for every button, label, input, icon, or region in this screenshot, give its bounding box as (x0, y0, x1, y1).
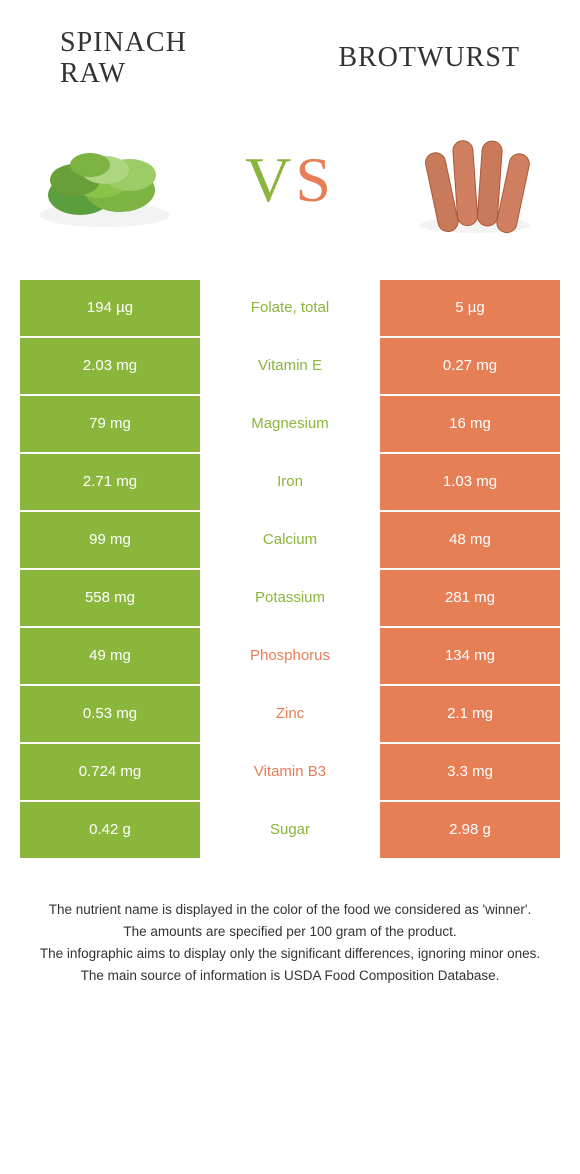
nutrient-name: Calcium (200, 512, 380, 568)
nutrient-table: 194 µgFolate, total5 µg2.03 mgVitamin E0… (20, 280, 560, 858)
table-row: 0.53 mgZinc2.1 mg (20, 686, 560, 742)
footer-line-2: The amounts are specified per 100 gram o… (30, 922, 550, 942)
infographic: Spinach raw Brotwurst VS (0, 0, 580, 987)
hero-row: VS (0, 110, 580, 280)
nutrient-name: Vitamin B3 (200, 744, 380, 800)
value-left: 558 mg (20, 570, 200, 626)
value-left: 194 µg (20, 280, 200, 336)
value-left: 0.53 mg (20, 686, 200, 742)
vs-s: S (295, 144, 335, 215)
table-row: 2.03 mgVitamin E0.27 mg (20, 338, 560, 394)
table-row: 79 mgMagnesium16 mg (20, 396, 560, 452)
table-row: 2.71 mgIron1.03 mg (20, 454, 560, 510)
value-right: 0.27 mg (380, 338, 560, 394)
value-left: 2.03 mg (20, 338, 200, 394)
vs-label: VS (245, 143, 335, 217)
value-left: 2.71 mg (20, 454, 200, 510)
food-left-line1: Spinach (60, 27, 187, 58)
value-right: 2.98 g (380, 802, 560, 858)
value-left: 79 mg (20, 396, 200, 452)
nutrient-name: Phosphorus (200, 628, 380, 684)
vs-v: V (245, 144, 295, 215)
value-left: 0.724 mg (20, 744, 200, 800)
brotwurst-image (390, 110, 560, 250)
value-right: 281 mg (380, 570, 560, 626)
header: Spinach raw Brotwurst (0, 0, 580, 100)
table-row: 0.42 gSugar2.98 g (20, 802, 560, 858)
nutrient-name: Iron (200, 454, 380, 510)
nutrient-name: Vitamin E (200, 338, 380, 394)
nutrient-name: Sugar (200, 802, 380, 858)
value-right: 48 mg (380, 512, 560, 568)
footer-notes: The nutrient name is displayed in the co… (0, 860, 580, 987)
food-right-title: Brotwurst (290, 43, 540, 74)
table-row: 99 mgCalcium48 mg (20, 512, 560, 568)
value-right: 1.03 mg (380, 454, 560, 510)
food-left-title: Spinach raw (40, 28, 290, 90)
value-right: 2.1 mg (380, 686, 560, 742)
table-row: 194 µgFolate, total5 µg (20, 280, 560, 336)
nutrient-name: Potassium (200, 570, 380, 626)
food-left-line2: raw (60, 58, 126, 89)
table-row: 558 mgPotassium281 mg (20, 570, 560, 626)
value-left: 49 mg (20, 628, 200, 684)
footer-line-3: The infographic aims to display only the… (30, 944, 550, 964)
nutrient-name: Magnesium (200, 396, 380, 452)
value-right: 5 µg (380, 280, 560, 336)
value-left: 0.42 g (20, 802, 200, 858)
nutrient-name: Folate, total (200, 280, 380, 336)
nutrient-name: Zinc (200, 686, 380, 742)
spinach-image (20, 110, 190, 250)
footer-line-1: The nutrient name is displayed in the co… (30, 900, 550, 920)
value-right: 134 mg (380, 628, 560, 684)
table-row: 0.724 mgVitamin B33.3 mg (20, 744, 560, 800)
table-row: 49 mgPhosphorus134 mg (20, 628, 560, 684)
footer-line-4: The main source of information is USDA F… (30, 966, 550, 986)
value-left: 99 mg (20, 512, 200, 568)
value-right: 16 mg (380, 396, 560, 452)
value-right: 3.3 mg (380, 744, 560, 800)
